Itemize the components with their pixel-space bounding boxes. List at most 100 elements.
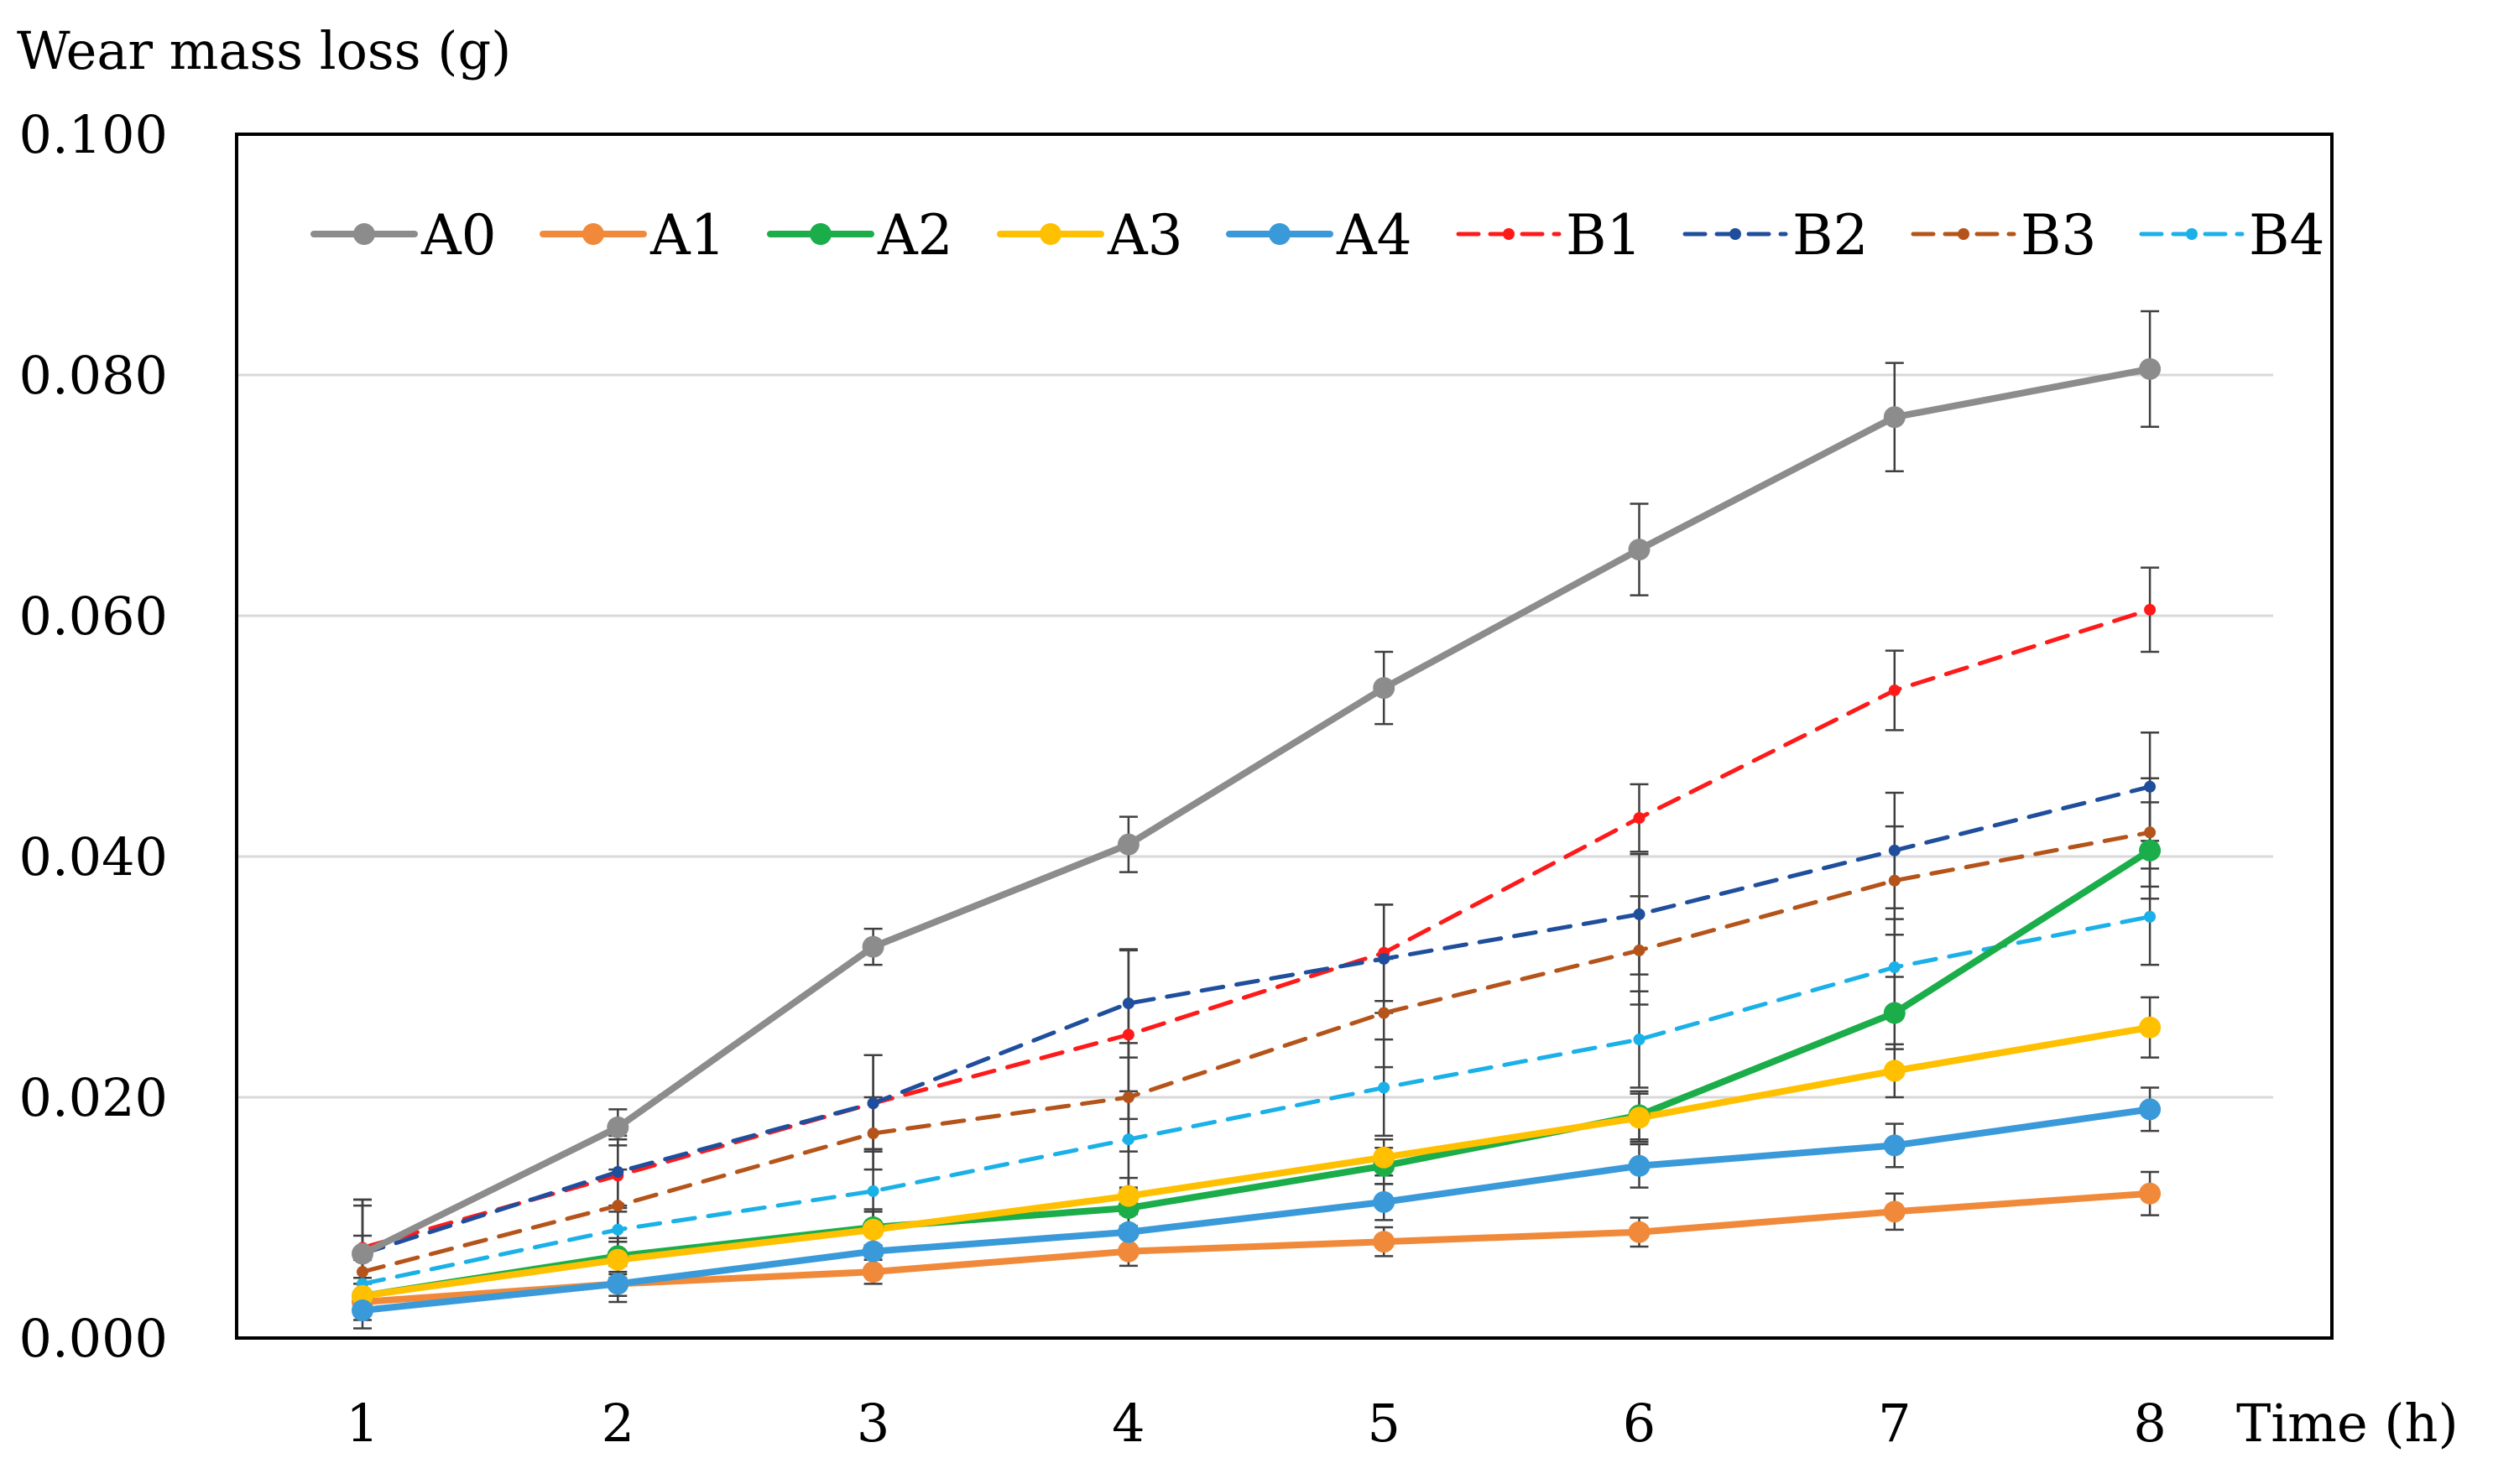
series-lines — [359, 365, 2154, 1314]
x-tick-label: 6 — [1623, 1393, 1656, 1454]
legend-marker-a1 — [582, 223, 604, 245]
legend-marker-b1 — [1503, 228, 1515, 240]
series-markers — [352, 357, 2162, 1321]
data-point-a3 — [1373, 1146, 1395, 1169]
data-point-a3 — [862, 1218, 884, 1241]
series-line-b2 — [360, 784, 2152, 1257]
data-point-b2 — [1378, 952, 1390, 965]
y-tick-label: 0.020 — [19, 1067, 169, 1128]
data-point-b4 — [867, 1185, 879, 1197]
legend-label-b2: B2 — [1792, 203, 1869, 268]
data-point-a3 — [1883, 1060, 1906, 1082]
legend-marker-b4 — [2186, 228, 2198, 240]
data-point-b3 — [612, 1200, 624, 1212]
legend: A0 A1 A2 A3 A4 B1 B2 B3 B4 — [310, 203, 2325, 268]
data-point-b1 — [1888, 684, 1901, 696]
data-point-b4 — [612, 1223, 624, 1236]
data-point-a4 — [1883, 1134, 1906, 1157]
data-point-a2 — [1883, 1002, 1906, 1024]
x-tick-label: 7 — [1878, 1393, 1911, 1454]
y-tick-label: 0.000 — [19, 1308, 169, 1369]
data-point-a3 — [1117, 1185, 1140, 1207]
data-point-b2 — [1122, 997, 1134, 1010]
data-point-b2 — [612, 1165, 624, 1178]
legend-marker-a4 — [1269, 223, 1291, 245]
legend-label-a2: A2 — [877, 203, 953, 268]
series-line-a0 — [359, 365, 2154, 1257]
data-point-b2 — [2144, 780, 2157, 793]
data-point-b3 — [867, 1127, 879, 1140]
data-point-b3 — [1633, 944, 1645, 956]
legend-label-a1: A1 — [649, 203, 726, 268]
y-axis-title: Wear mass loss (g) — [17, 20, 511, 81]
y-tick-label: 0.040 — [19, 826, 169, 888]
legend-marker-b2 — [1729, 228, 1741, 240]
data-point-b2 — [867, 1097, 879, 1110]
data-point-a4 — [1373, 1190, 1395, 1213]
data-point-a2 — [2139, 839, 2162, 862]
x-axis-title: Time (h) — [2236, 1393, 2459, 1454]
data-point-b1 — [1633, 812, 1645, 825]
series-line-b1 — [360, 607, 2152, 1250]
y-tick-label: 0.100 — [19, 104, 169, 165]
data-point-a1 — [862, 1261, 884, 1284]
data-point-a4 — [1628, 1154, 1651, 1177]
series-line-a4 — [359, 1106, 2154, 1314]
legend-label-b4: B4 — [2249, 203, 2325, 268]
data-point-a1 — [2139, 1182, 2162, 1205]
series-line-b4 — [360, 914, 2152, 1286]
data-point-b3 — [1378, 1007, 1390, 1019]
data-point-a0 — [862, 935, 884, 958]
data-point-a3 — [1628, 1106, 1651, 1129]
x-tick-label: 1 — [346, 1393, 378, 1454]
data-point-b1 — [2144, 603, 2157, 616]
x-tick-label: 8 — [2133, 1393, 2166, 1454]
data-point-a4 — [607, 1273, 629, 1295]
x-axis-ticks: 1 2 3 4 5 6 7 8 — [346, 1393, 2167, 1454]
data-point-a1 — [1117, 1240, 1140, 1263]
legend-label-b3: B3 — [2021, 203, 2097, 268]
y-tick-label: 0.080 — [19, 345, 169, 406]
data-point-b4 — [1633, 1034, 1645, 1046]
data-point-b4 — [1122, 1133, 1134, 1146]
series-line-a1 — [359, 1190, 2154, 1305]
legend-marker-a0 — [353, 223, 375, 245]
data-point-a4 — [352, 1299, 373, 1321]
data-point-a0 — [1373, 677, 1395, 700]
y-tick-label: 0.060 — [19, 586, 169, 647]
series-line-a3 — [359, 1023, 2154, 1299]
plot-area-frame — [235, 133, 2334, 1340]
data-point-a3 — [607, 1248, 629, 1271]
data-point-b1 — [1122, 1028, 1134, 1041]
data-point-a1 — [1628, 1221, 1651, 1243]
legend-marker-a3 — [1040, 223, 1061, 245]
series-line-a2 — [359, 846, 2154, 1299]
data-point-a3 — [2139, 1016, 2162, 1039]
data-point-b3 — [1888, 874, 1901, 887]
data-point-a0 — [1117, 833, 1140, 856]
gridlines — [237, 373, 2273, 1099]
data-point-b2 — [1633, 908, 1645, 920]
x-tick-label: 5 — [1367, 1393, 1400, 1454]
legend-marker-b3 — [1958, 228, 1969, 240]
data-point-a4 — [2139, 1098, 2162, 1121]
data-point-a1 — [1883, 1200, 1906, 1223]
data-point-a0 — [352, 1242, 373, 1265]
data-point-b2 — [1888, 844, 1901, 857]
legend-label-a3: A3 — [1107, 203, 1183, 268]
x-tick-label: 3 — [857, 1393, 889, 1454]
legend-label-b1: B1 — [1566, 203, 1642, 268]
data-point-b3 — [1122, 1091, 1134, 1103]
data-point-a0 — [2139, 357, 2162, 380]
series-line-b3 — [360, 830, 2152, 1274]
data-point-a1 — [1373, 1231, 1395, 1253]
data-point-b3 — [357, 1266, 368, 1278]
data-point-a4 — [862, 1240, 884, 1263]
data-point-b4 — [1888, 961, 1901, 974]
legend-label-a4: A4 — [1336, 203, 1412, 268]
y-axis-ticks: 0.000 0.020 0.040 0.060 0.080 0.100 — [19, 104, 169, 1369]
data-point-a4 — [1117, 1221, 1140, 1243]
